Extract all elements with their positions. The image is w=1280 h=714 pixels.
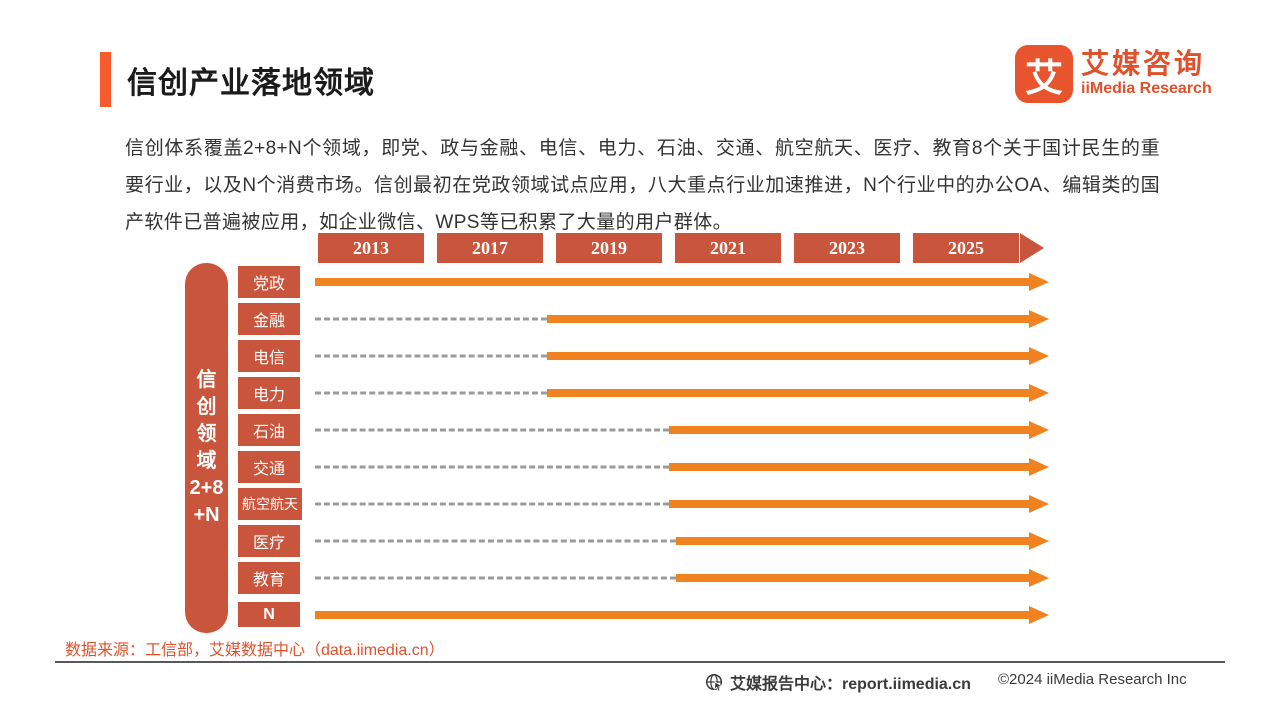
category-label: 交通	[238, 450, 300, 483]
year-cell: 2025	[913, 233, 1019, 263]
page-title: 信创产业落地领域	[127, 67, 375, 100]
year-cell: 2023	[794, 233, 900, 263]
timeline-track	[315, 300, 1030, 337]
year-cell: 2013	[318, 233, 424, 263]
year-cell: 2017	[437, 233, 543, 263]
timeline-track	[315, 559, 1030, 596]
timeline-track	[315, 263, 1030, 300]
category-label: 电力	[238, 376, 300, 409]
axis-category-label: 信 创 领 域 2+8 +N	[189, 369, 224, 526]
category-label: 航空航天	[238, 487, 302, 520]
solid-arrow-segment	[547, 351, 1030, 360]
iimedia-logo: 艾 艾媒咨询 iiMedia Research	[1015, 45, 1212, 103]
table-row: 交通	[238, 448, 1030, 485]
dashed-segment	[315, 465, 669, 468]
solid-arrow-segment	[668, 462, 1030, 471]
footer-report-center: 艾媒报告中心：report.iimedia.cn	[705, 670, 971, 694]
globe-cursor-icon	[705, 673, 724, 692]
table-row: 航空航天	[238, 485, 1030, 522]
footer-report-text: 艾媒报告中心：report.iimedia.cn	[730, 676, 971, 693]
dashed-segment	[315, 502, 669, 505]
category-label: 医疗	[238, 524, 300, 557]
logo-mark-icon: 艾	[1015, 45, 1073, 103]
category-label: N	[238, 602, 300, 627]
table-row: 电力	[238, 374, 1030, 411]
timeline-track	[315, 522, 1030, 559]
solid-arrow-segment	[668, 499, 1030, 508]
table-row: 党政	[238, 263, 1030, 300]
table-row: 石油	[238, 411, 1030, 448]
timeline-track	[315, 337, 1030, 374]
solid-arrow-segment	[315, 610, 1030, 619]
solid-arrow-segment	[668, 425, 1030, 434]
intro-paragraph: 信创体系覆盖2+8+N个领域，即党、政与金融、电信、电力、石油、交通、航空航天、…	[125, 138, 1160, 233]
footer: 艾媒报告中心：report.iimedia.cn ©2024 iiMedia R…	[0, 668, 1280, 698]
title-accent-bar	[100, 52, 111, 107]
axis-category-bar: 信 创 领 域 2+8 +N	[185, 263, 228, 633]
dashed-segment	[315, 354, 548, 357]
category-label: 电信	[238, 339, 300, 372]
table-row: 金融	[238, 300, 1030, 337]
timeline-track	[315, 596, 1030, 633]
table-row: 医疗	[238, 522, 1030, 559]
timeline-track	[315, 374, 1030, 411]
data-source-note: 数据来源：工信部，艾媒数据中心（data.iimedia.cn）	[65, 642, 445, 659]
year-cell: 2021	[675, 233, 781, 263]
category-label: 石油	[238, 413, 300, 446]
category-label: 党政	[238, 265, 300, 298]
logo-name-en: iiMedia Research	[1081, 80, 1212, 97]
timeline-arrow-tip-icon	[1020, 233, 1044, 263]
table-row: 教育	[238, 559, 1030, 596]
year-cell: 2019	[556, 233, 662, 263]
timeline-year-header: 2013 2017 2019 2021 2023 2025	[318, 233, 1044, 263]
dashed-segment	[315, 317, 548, 320]
footer-copyright: ©2024 iiMedia Research Inc	[998, 671, 1187, 688]
timeline-track	[315, 448, 1030, 485]
footer-divider	[55, 661, 1225, 663]
timeline-rows: 党政 金融 电信 电力	[238, 263, 1030, 633]
timeline-track	[315, 485, 1030, 522]
solid-arrow-segment	[676, 573, 1030, 582]
dashed-segment	[315, 428, 669, 431]
timeline-track	[315, 411, 1030, 448]
dashed-segment	[315, 539, 677, 542]
table-row: 电信	[238, 337, 1030, 374]
logo-text: 艾媒咨询 iiMedia Research	[1081, 45, 1212, 99]
solid-arrow-segment	[315, 277, 1030, 286]
solid-arrow-segment	[547, 314, 1030, 323]
dashed-segment	[315, 391, 548, 394]
logo-name-cn: 艾媒咨询	[1081, 48, 1206, 79]
solid-arrow-segment	[547, 388, 1030, 397]
dashed-segment	[315, 576, 677, 579]
category-label: 教育	[238, 561, 300, 594]
category-label: 金融	[238, 302, 300, 335]
solid-arrow-segment	[676, 536, 1030, 545]
table-row: N	[238, 596, 1030, 633]
